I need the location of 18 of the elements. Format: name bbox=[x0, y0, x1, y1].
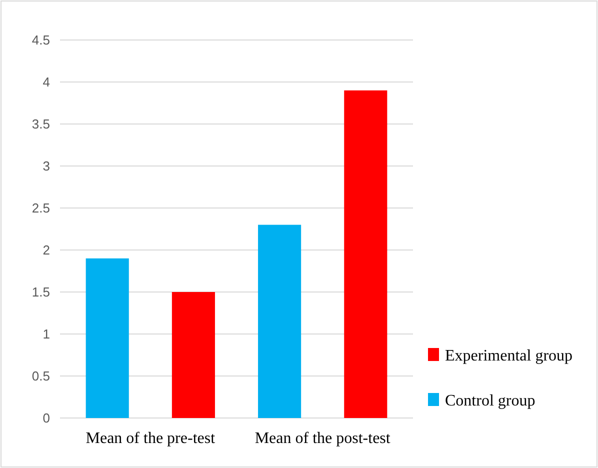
y-tick-label: 4 bbox=[42, 74, 50, 90]
x-tick-label: Mean of the pre-test bbox=[86, 430, 216, 447]
legend-label: Control group bbox=[445, 392, 536, 410]
bar bbox=[86, 258, 129, 418]
y-tick-label: 3 bbox=[42, 158, 50, 174]
bar bbox=[258, 224, 302, 418]
y-tick-label: 0 bbox=[42, 410, 50, 426]
y-tick-label: 4.5 bbox=[32, 32, 50, 48]
bar bbox=[344, 90, 388, 418]
y-tick-label: 2.5 bbox=[32, 200, 50, 216]
legend-label: Experimental group bbox=[445, 348, 573, 365]
y-tick-label: 1 bbox=[42, 326, 50, 342]
bar bbox=[172, 292, 215, 418]
y-tick-label: 0.5 bbox=[32, 368, 50, 384]
y-tick-label: 1.5 bbox=[32, 284, 50, 300]
x-tick-label: Mean of the post-test bbox=[254, 430, 391, 447]
y-tick-label: 3.5 bbox=[32, 116, 50, 132]
y-tick-label: 2 bbox=[42, 242, 50, 258]
